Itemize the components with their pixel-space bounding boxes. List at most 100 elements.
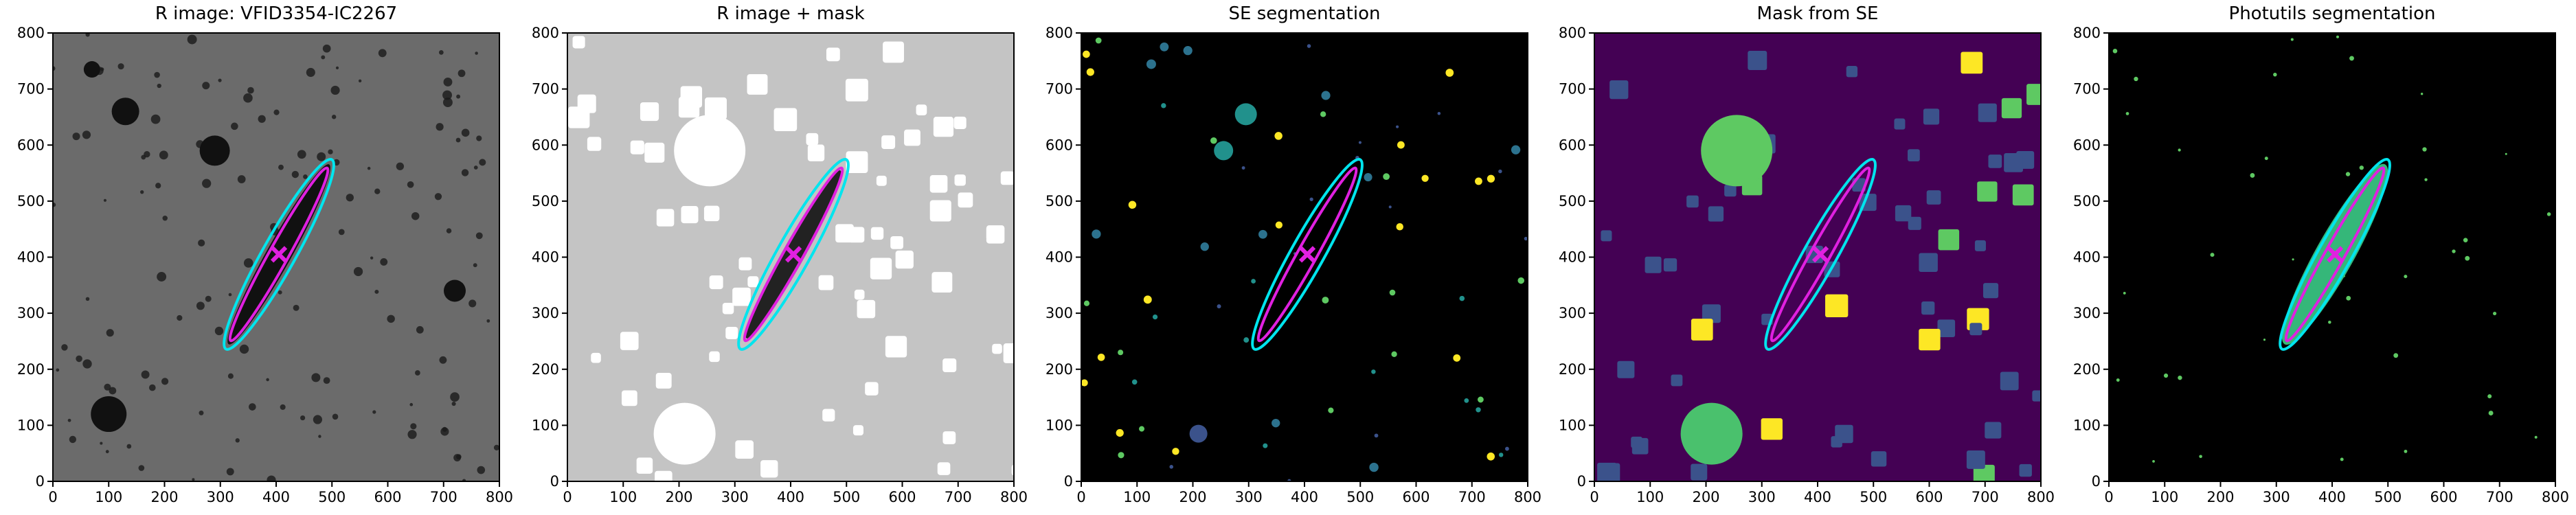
segment bbox=[1524, 236, 1528, 241]
mask-square bbox=[577, 94, 596, 113]
mask-square bbox=[620, 332, 639, 350]
mask-square bbox=[883, 41, 904, 63]
mask-square bbox=[1000, 171, 1014, 185]
mask-square bbox=[760, 460, 778, 478]
star bbox=[67, 418, 71, 422]
outer-ellipse bbox=[2279, 158, 2391, 351]
star bbox=[69, 435, 77, 444]
mask-square bbox=[1985, 422, 2002, 439]
star bbox=[486, 319, 490, 323]
mask-square bbox=[916, 104, 927, 115]
y-tick-label: 200 bbox=[1559, 361, 1586, 378]
mask-square bbox=[807, 144, 825, 161]
x-tick-label: 600 bbox=[888, 489, 916, 505]
star bbox=[372, 410, 376, 414]
star bbox=[138, 465, 145, 471]
star bbox=[117, 63, 124, 70]
segment bbox=[1307, 44, 1311, 48]
star bbox=[266, 378, 269, 382]
segment bbox=[2125, 112, 2129, 115]
star bbox=[293, 304, 300, 311]
star bbox=[330, 85, 340, 95]
inner-ellipse bbox=[1256, 166, 1358, 343]
segment bbox=[2404, 449, 2408, 453]
star bbox=[475, 52, 478, 55]
star bbox=[231, 122, 238, 130]
x-tick-label: 200 bbox=[150, 489, 178, 505]
segment bbox=[1477, 396, 1484, 403]
star bbox=[205, 295, 212, 302]
mask-square bbox=[1686, 195, 1699, 208]
mask-square bbox=[1631, 437, 1649, 455]
mask-square bbox=[1961, 52, 1983, 74]
segment bbox=[2336, 35, 2339, 38]
mask-square bbox=[942, 431, 956, 444]
x-tick-label: 700 bbox=[430, 489, 457, 505]
mask-square bbox=[954, 174, 966, 186]
mask-square bbox=[1938, 229, 1960, 251]
mask-square bbox=[705, 97, 727, 119]
mask-square bbox=[2001, 98, 2022, 119]
center-marker bbox=[1811, 246, 1829, 263]
image bbox=[2109, 33, 2555, 481]
star bbox=[100, 442, 103, 445]
mask-square bbox=[986, 225, 1005, 244]
segment bbox=[1083, 300, 1090, 306]
segment bbox=[2534, 435, 2538, 439]
star bbox=[442, 426, 447, 432]
star bbox=[273, 109, 280, 115]
mask-square bbox=[2032, 390, 2041, 402]
mask-square bbox=[681, 206, 699, 224]
segment bbox=[2463, 238, 2468, 242]
star bbox=[331, 115, 337, 119]
x-tick-label: 300 bbox=[1748, 489, 1776, 505]
mask-disk bbox=[653, 402, 716, 465]
mask-square bbox=[895, 250, 914, 269]
star bbox=[446, 228, 452, 233]
star bbox=[374, 289, 379, 294]
segment bbox=[2152, 459, 2155, 463]
x-tick-label: 700 bbox=[945, 489, 972, 505]
star bbox=[370, 256, 374, 260]
segment bbox=[1214, 141, 1234, 161]
x-tick-label: 0 bbox=[48, 489, 57, 505]
star bbox=[53, 203, 56, 207]
mask-square bbox=[1601, 230, 1612, 242]
star bbox=[321, 55, 326, 60]
y-tick-label: 600 bbox=[532, 137, 559, 153]
star bbox=[461, 169, 469, 176]
segment bbox=[1161, 103, 1166, 108]
x-tick-label: 600 bbox=[374, 489, 401, 505]
mask-square bbox=[1708, 206, 1724, 222]
star bbox=[438, 49, 444, 55]
x-tick-label: 600 bbox=[2430, 489, 2457, 505]
segment bbox=[1143, 295, 1152, 304]
star bbox=[162, 216, 168, 221]
y-tick-label: 800 bbox=[1046, 25, 1073, 41]
star bbox=[258, 115, 266, 123]
x-tick-label: 800 bbox=[2027, 489, 2055, 505]
image bbox=[1594, 33, 2041, 481]
mask-square bbox=[942, 358, 957, 373]
x-tick-label: 700 bbox=[2486, 489, 2513, 505]
star bbox=[323, 377, 330, 385]
mask-square bbox=[1894, 118, 1906, 130]
star bbox=[303, 174, 308, 179]
star bbox=[451, 401, 456, 407]
mask-square bbox=[1645, 256, 1662, 273]
star bbox=[434, 193, 442, 201]
star bbox=[239, 344, 249, 354]
x-tick-label: 700 bbox=[1458, 489, 1486, 505]
mask-square bbox=[1926, 190, 1941, 205]
mask-square bbox=[640, 102, 659, 122]
segment bbox=[2264, 157, 2268, 161]
star bbox=[396, 162, 405, 170]
mask-square bbox=[1601, 463, 1620, 481]
x-tick-label: 800 bbox=[2542, 489, 2569, 505]
mask-square bbox=[865, 382, 879, 396]
segment bbox=[1453, 354, 1461, 362]
segment bbox=[1320, 111, 1326, 117]
bright-star bbox=[111, 98, 139, 126]
mask-square bbox=[846, 151, 868, 174]
mask-square bbox=[876, 175, 887, 186]
